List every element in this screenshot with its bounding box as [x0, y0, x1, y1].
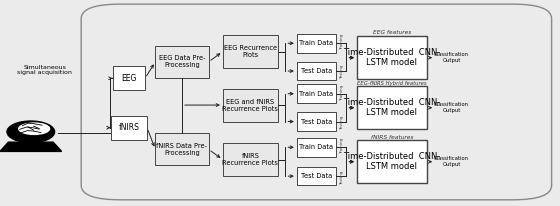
Text: Classification
Output: Classification Output	[434, 52, 469, 63]
FancyBboxPatch shape	[81, 4, 552, 200]
Text: Testing: Testing	[340, 65, 344, 80]
Text: EEG features: EEG features	[373, 30, 411, 35]
Text: Training: Training	[340, 138, 344, 154]
Text: Train Data: Train Data	[300, 40, 333, 46]
Text: EEG Recurrence
Plots: EEG Recurrence Plots	[224, 45, 277, 58]
Bar	[111, 116, 147, 140]
Text: EEG and fNIRS
Recurrence Plots: EEG and fNIRS Recurrence Plots	[222, 98, 278, 112]
Text: Train Data: Train Data	[300, 144, 333, 150]
Bar	[223, 35, 278, 68]
Polygon shape	[0, 142, 62, 151]
Text: fNIRS: fNIRS	[118, 123, 139, 132]
Bar	[156, 46, 209, 78]
Bar	[223, 143, 278, 176]
Text: Time-Distributed  CNN-
LSTM model: Time-Distributed CNN- LSTM model	[343, 98, 441, 117]
Text: fNIRS Data Pre-
Processing: fNIRS Data Pre- Processing	[156, 143, 208, 156]
Bar	[156, 133, 209, 165]
Text: Simultaneous
signal acquisition: Simultaneous signal acquisition	[17, 65, 72, 75]
Text: Test Data: Test Data	[301, 118, 332, 125]
Bar	[297, 62, 336, 80]
Text: fNIRS features: fNIRS features	[371, 135, 413, 140]
Bar	[297, 112, 336, 131]
Bar	[297, 84, 336, 103]
Text: EEG Data Pre-
Processing: EEG Data Pre- Processing	[158, 55, 206, 68]
Text: Testing: Testing	[340, 170, 344, 185]
Ellipse shape	[7, 121, 55, 143]
Text: Time-Distributed  CNN-
LSTM model: Time-Distributed CNN- LSTM model	[343, 48, 441, 67]
Text: Testing: Testing	[340, 116, 344, 130]
Ellipse shape	[18, 123, 49, 135]
Bar	[297, 138, 336, 157]
Text: EEG-fNIRS Hybrid features: EEG-fNIRS Hybrid features	[357, 81, 427, 85]
Text: fNIRS
Recurrence Plots: fNIRS Recurrence Plots	[222, 153, 278, 166]
Bar	[223, 89, 278, 122]
Bar	[357, 86, 427, 129]
Text: Train Data: Train Data	[300, 91, 333, 97]
Text: Classification
Output: Classification Output	[434, 156, 469, 167]
Bar	[297, 34, 336, 53]
Bar	[357, 36, 427, 79]
Bar	[297, 167, 336, 185]
Text: Time-Distributed  CNN-
LSTM model: Time-Distributed CNN- LSTM model	[343, 152, 441, 171]
Text: Training: Training	[340, 84, 344, 101]
Text: EEG: EEG	[121, 74, 137, 83]
Text: Classification
Output: Classification Output	[434, 102, 469, 113]
Text: Training: Training	[340, 34, 344, 50]
Text: Test Data: Test Data	[301, 68, 332, 74]
Text: Test Data: Test Data	[301, 173, 332, 179]
Bar	[357, 140, 427, 183]
Bar	[113, 67, 145, 90]
